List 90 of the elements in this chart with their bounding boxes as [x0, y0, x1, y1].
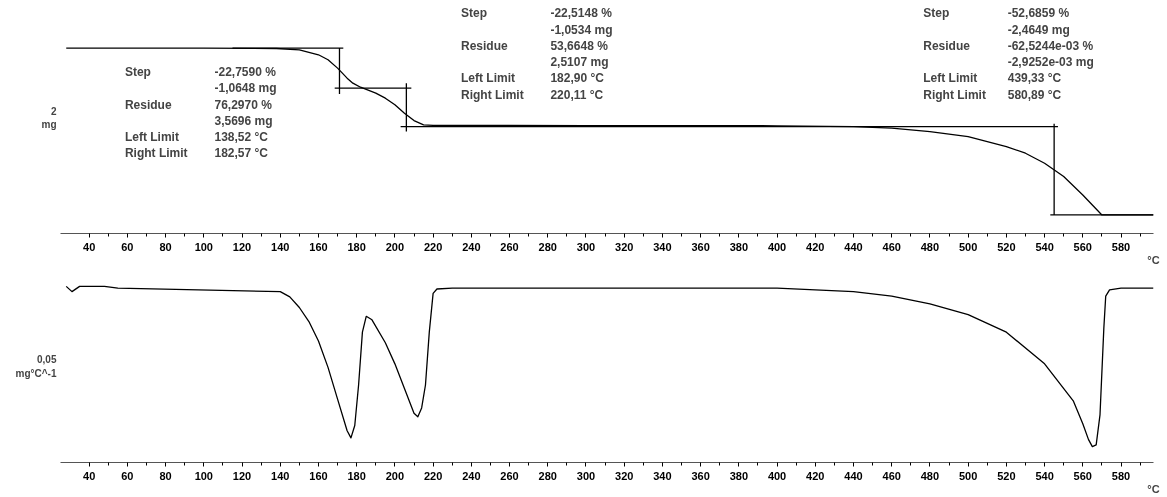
x-tick-label: 420	[806, 240, 825, 253]
annotation: Left Limit	[461, 71, 516, 86]
x-tick-label: 300	[576, 469, 596, 482]
annotation: 138,52 °C	[214, 130, 269, 145]
annotation: Residue	[461, 38, 509, 53]
annotation: 3,5696 mg	[214, 113, 273, 128]
x-tick-label: 480	[920, 469, 940, 482]
x-tick-label: 120	[232, 240, 252, 253]
x-tick-label: 480	[920, 240, 940, 253]
annotation: 76,2970 %	[214, 97, 273, 112]
x-tick-label: 280	[538, 240, 557, 253]
annotation: Residue	[124, 97, 172, 112]
x-tick-label: 80	[159, 240, 172, 253]
annotation: Left Limit	[923, 71, 978, 86]
y-axis-title: 0,05 mg°C^-1	[15, 354, 57, 379]
x-tick-label: 440	[844, 240, 863, 253]
x-tick-label: 140	[271, 240, 290, 253]
text: -52,6859 %	[1007, 6, 1070, 21]
x-tick-label: 340	[653, 240, 672, 253]
x-tick-label: 520	[997, 240, 1016, 253]
x-tick-label: 200	[385, 240, 405, 253]
x-tick-label: 400	[767, 240, 787, 253]
x-tick-label: 180	[347, 240, 366, 253]
x-tick-label: 380	[729, 240, 749, 253]
x-tick-label: 60	[121, 240, 134, 253]
x-tick-label: 580	[1111, 240, 1131, 253]
annotation: 53,6648 %	[550, 38, 609, 53]
x-tick-label: 560	[1073, 469, 1092, 482]
x-tick-label: 320	[615, 469, 634, 482]
text: Step	[461, 6, 488, 21]
x-axis-title: °C	[1147, 482, 1160, 495]
text: -1,0534 mg	[550, 22, 613, 37]
annotation: -1,0648 mg	[214, 81, 277, 96]
x-tick-label: 280	[538, 469, 557, 482]
text: Step	[923, 6, 950, 21]
annotation: -62,5244e-03 %	[1007, 38, 1094, 53]
annotation: Step	[124, 64, 151, 79]
text: -22,5148 %	[550, 6, 613, 21]
x-tick-label: 320	[615, 240, 634, 253]
x-tick-label: 300	[576, 240, 596, 253]
x-tick-label: 360	[691, 240, 710, 253]
x-tick-label: 40	[83, 240, 96, 253]
x-tick-label: 220	[423, 240, 443, 253]
x-axis-title: °C	[1147, 253, 1160, 266]
x-tick-label: 100	[194, 469, 213, 482]
annotation: Left Limit	[124, 130, 179, 145]
x-tick-label: 340	[653, 469, 672, 482]
annotation: 220,11 °C	[550, 87, 604, 102]
annotation: 182,57 °C	[214, 146, 269, 161]
x-tick-label: 500	[958, 240, 978, 253]
annotation: Right Limit	[461, 87, 524, 102]
annotation: 439,33 °C	[1007, 71, 1062, 86]
x-tick-label: 140	[271, 469, 290, 482]
x-tick-label: 360	[691, 469, 710, 482]
annotation: -2,9252e-03 mg	[1007, 55, 1094, 70]
x-tick-label: 540	[1035, 469, 1054, 482]
x-tick-label: 240	[462, 240, 481, 253]
annotation: 2,5107 mg	[550, 55, 609, 70]
x-tick-label: 420	[806, 469, 825, 482]
annotation: Right Limit	[923, 87, 986, 102]
x-tick-label: 40	[83, 469, 96, 482]
x-tick-label: 220	[423, 469, 443, 482]
annotation: 182,90 °C	[550, 71, 605, 86]
x-tick-label: 560	[1073, 240, 1092, 253]
x-tick-label: 160	[309, 240, 328, 253]
x-tick-label: 180	[347, 469, 366, 482]
x-tick-label: 500	[958, 469, 978, 482]
x-tick-label: 520	[997, 469, 1016, 482]
annotation: Residue	[923, 38, 971, 53]
x-tick-label: 160	[309, 469, 328, 482]
annotation: Right Limit	[124, 146, 188, 161]
text: -2,4649 mg	[1007, 22, 1070, 37]
x-tick-label: 260	[500, 240, 519, 253]
x-tick-label: 460	[882, 240, 901, 253]
x-tick-label: 460	[882, 469, 901, 482]
x-tick-label: 540	[1035, 240, 1054, 253]
annotation: 580,89 °C	[1007, 87, 1062, 102]
x-tick-label: 580	[1111, 469, 1131, 482]
x-tick-label: 440	[844, 469, 863, 482]
annotation: -22,7590 %	[214, 64, 277, 79]
x-tick-label: 260	[500, 469, 519, 482]
x-tick-label: 200	[385, 469, 405, 482]
x-tick-label: 100	[194, 240, 213, 253]
x-tick-label: 400	[767, 469, 787, 482]
x-tick-label: 240	[462, 469, 481, 482]
x-tick-label: 60	[121, 469, 134, 482]
x-tick-label: 120	[232, 469, 252, 482]
x-tick-label: 380	[729, 469, 749, 482]
x-tick-label: 80	[159, 469, 172, 482]
y-axis-title: 2 mg	[41, 105, 57, 131]
